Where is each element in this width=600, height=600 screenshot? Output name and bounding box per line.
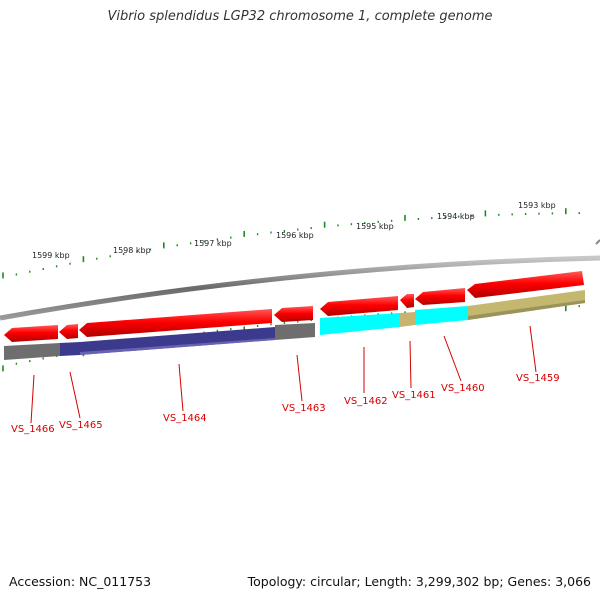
ruler-label-1598: 1598 kbp <box>113 246 151 255</box>
ruler-label-1594: 1594 kbp <box>437 212 475 221</box>
gene-labels: VS_1466 VS_1465 VS_1464 VS_1463 VS_1462 … <box>11 373 560 435</box>
band-vs1460 <box>415 306 468 325</box>
gene-arrow-vs1459[interactable] <box>467 271 584 298</box>
gene-label-vs1459[interactable]: VS_1459 <box>516 373 560 384</box>
gene-label-vs1463[interactable]: VS_1463 <box>282 403 326 414</box>
leader-vs1464 <box>178 363 184 412</box>
ruler-label-1597: 1597 kbp <box>194 239 232 248</box>
ruler-label-1595: 1595 kbp <box>356 222 394 231</box>
band-vs1462 <box>320 313 400 335</box>
gene-arrow-vs1462[interactable] <box>320 296 398 316</box>
band-vs1461 <box>400 312 415 327</box>
annotation-band <box>4 290 585 360</box>
gene-arrows <box>4 271 584 342</box>
accession-text: Accession: NC_011753 <box>9 574 152 589</box>
band-vs1463 <box>275 323 315 340</box>
ruler-label-1599: 1599 kbp <box>32 251 70 260</box>
genome-summary-text: Topology: circular; Length: 3,299,302 bp… <box>247 574 591 589</box>
ruler-label-1596: 1596 kbp <box>276 231 314 240</box>
gene-label-vs1466[interactable]: VS_1466 <box>11 424 55 435</box>
gene-arrow-vs1463[interactable] <box>274 306 313 322</box>
leader-vs1463 <box>296 354 303 402</box>
gene-arrow-vs1464[interactable] <box>79 309 272 337</box>
gene-label-vs1465[interactable]: VS_1465 <box>59 420 103 431</box>
backbone-edge-mark <box>595 239 600 245</box>
band-vs1466 <box>4 343 60 360</box>
gene-label-vs1462[interactable]: VS_1462 <box>344 396 388 407</box>
ruler-label-1593: 1593 kbp <box>518 201 556 210</box>
gene-label-vs1461[interactable]: VS_1461 <box>392 390 436 401</box>
band-vs1464-shade <box>80 338 275 355</box>
band-vs1465 <box>60 342 80 356</box>
page-title: Vibrio splendidus LGP32 chromosome 1, co… <box>107 9 493 24</box>
leader-vs1459 <box>529 325 537 373</box>
band-vs1459-shade <box>468 300 585 320</box>
gene-leaders <box>30 325 537 424</box>
gene-arrow-vs1460[interactable] <box>415 288 465 305</box>
chromosome-backbone <box>0 255 600 321</box>
leader-vs1461 <box>409 340 412 389</box>
gene-label-vs1464[interactable]: VS_1464 <box>163 413 207 424</box>
outer-ruler-ticks <box>2 208 580 279</box>
leader-vs1460 <box>443 335 462 382</box>
leader-vs1465 <box>69 371 81 419</box>
gene-arrow-vs1461[interactable] <box>400 294 414 308</box>
band-vs1464 <box>80 327 275 355</box>
gene-label-vs1460[interactable]: VS_1460 <box>441 383 485 394</box>
leader-vs1466 <box>30 374 35 424</box>
ruler-labels: 1599 kbp 1598 kbp 1597 kbp 1596 kbp 1595… <box>32 201 556 260</box>
gene-arrow-vs1466[interactable] <box>4 325 58 342</box>
gene-arrow-vs1465[interactable] <box>59 324 78 339</box>
